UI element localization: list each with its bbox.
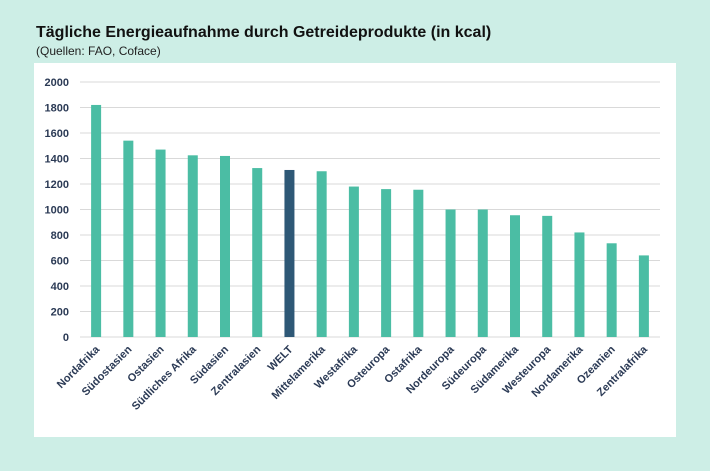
y-tick-label: 400 — [51, 281, 69, 293]
y-tick-label: 800 — [51, 230, 69, 242]
bars — [91, 104, 649, 337]
bar-ostafrika — [413, 189, 424, 337]
bar-nordeuropa — [445, 209, 456, 337]
bar-südliches-afrika — [187, 155, 198, 337]
bar-zentralasien — [252, 168, 263, 337]
y-tick-label: 1200 — [45, 179, 69, 191]
x-tick-label: WELT — [266, 343, 296, 373]
y-tick-label: 1800 — [45, 103, 69, 115]
bar-südeuropa — [477, 209, 488, 337]
bar-südostasien — [123, 140, 134, 337]
bar-osteuropa — [381, 189, 392, 337]
gridlines — [80, 81, 660, 338]
y-tick-label: 200 — [51, 307, 69, 319]
chart-title: Tägliche Energieaufnahme durch Getreidep… — [36, 24, 492, 41]
bar-westafrika — [348, 186, 359, 337]
bar-zentralafrika — [638, 255, 649, 337]
bar-ozeanien — [606, 243, 617, 337]
chart-panel: 0 200 400 600 800 1000 1200 1400 1600 1800 2000 No… — [34, 63, 676, 437]
y-tick-label: 2000 — [45, 77, 69, 89]
bar-mittelamerika — [316, 171, 327, 337]
y-tick-label: 600 — [51, 256, 69, 268]
bar-ostasien — [155, 149, 166, 337]
bar-nordafrika — [91, 104, 102, 337]
bar-südasien — [220, 155, 230, 337]
bar-westeuropa — [542, 215, 553, 337]
bar-welt — [284, 169, 295, 337]
y-tick-label: 0 — [63, 332, 69, 344]
chart-subtitle: (Quellen: FAO, Coface) — [36, 44, 161, 58]
bar-chart: 0 200 400 600 800 1000 1200 1400 1600 1800 2000 No… — [45, 77, 660, 413]
bar-südamerika — [510, 215, 520, 337]
bar-nordamerika — [574, 232, 585, 337]
y-axis-ticks: 0 200 400 600 800 1000 1200 1400 1600 1800 2000 — [45, 77, 69, 344]
y-tick-label: 1600 — [45, 128, 69, 140]
y-tick-label: 1400 — [45, 154, 69, 166]
y-tick-label: 1000 — [45, 205, 69, 217]
